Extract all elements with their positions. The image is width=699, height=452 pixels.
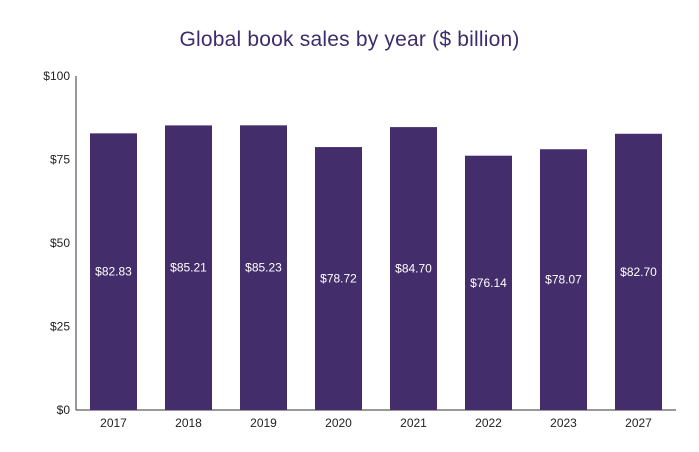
y-tick-label: $25 — [50, 320, 70, 334]
x-tick-label-2021: 2021 — [400, 416, 427, 430]
x-tick-label-2022: 2022 — [475, 416, 502, 430]
x-tick-label-2018: 2018 — [175, 416, 202, 430]
data-label-2020: $78.72 — [320, 272, 357, 286]
y-tick-label: $75 — [50, 153, 70, 167]
bar-2020 — [315, 147, 362, 410]
x-tick-label-2019: 2019 — [250, 416, 277, 430]
x-tick-label-2020: 2020 — [325, 416, 352, 430]
x-tick-label-2023: 2023 — [550, 416, 577, 430]
data-label-2018: $85.21 — [170, 261, 207, 275]
data-label-2023: $78.07 — [545, 273, 582, 287]
x-tick-label-2027: 2027 — [625, 416, 652, 430]
data-label-2027: $82.70 — [620, 265, 657, 279]
data-label-2021: $84.70 — [395, 262, 432, 276]
bars — [90, 125, 662, 411]
chart-title: Global book sales by year ($ billion) — [179, 28, 520, 51]
data-label-2017: $82.83 — [95, 265, 132, 279]
data-label-2022: $76.14 — [470, 276, 507, 290]
bar-2017 — [90, 133, 137, 411]
labels: $0 $25 $50 $75 $100 $82.83 2017 $85.21 2018 $85.2… — [43, 69, 657, 430]
x-tick-label-2017: 2017 — [100, 416, 127, 430]
bar-2023 — [540, 149, 587, 410]
bar-2027 — [615, 133, 662, 411]
bar-2018 — [165, 125, 212, 411]
data-label-2019: $85.23 — [245, 261, 282, 275]
bar-2022 — [465, 155, 512, 410]
bar-2021 — [390, 127, 437, 411]
bar-2019 — [240, 125, 287, 411]
y-tick-label: $50 — [50, 236, 70, 250]
y-tick-label: $0 — [57, 403, 71, 417]
y-tick-label: $100 — [43, 69, 70, 83]
